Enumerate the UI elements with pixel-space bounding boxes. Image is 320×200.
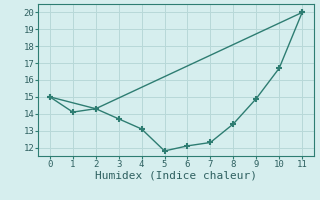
X-axis label: Humidex (Indice chaleur): Humidex (Indice chaleur) <box>95 171 257 181</box>
